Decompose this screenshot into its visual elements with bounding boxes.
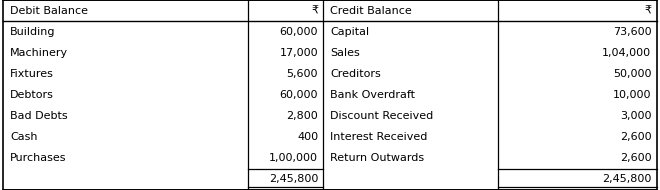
Text: 1,04,000: 1,04,000 <box>603 48 651 58</box>
Text: 2,600: 2,600 <box>620 153 651 163</box>
Text: 2,600: 2,600 <box>620 132 651 142</box>
Text: Return Outwards: Return Outwards <box>330 153 424 163</box>
Text: 400: 400 <box>297 132 318 142</box>
Text: Debtors: Debtors <box>10 90 53 100</box>
Text: 50,000: 50,000 <box>613 69 651 79</box>
Text: 3,000: 3,000 <box>620 111 651 121</box>
Text: Cash: Cash <box>10 132 38 142</box>
Text: Bad Debts: Bad Debts <box>10 111 67 121</box>
Text: 60,000: 60,000 <box>280 90 318 100</box>
Text: Sales: Sales <box>330 48 360 58</box>
Text: Debit Balance: Debit Balance <box>10 6 88 16</box>
Text: Bank Overdraft: Bank Overdraft <box>330 90 415 100</box>
Text: Discount Received: Discount Received <box>330 111 433 121</box>
Text: Building: Building <box>10 27 55 37</box>
Text: 17,000: 17,000 <box>279 48 318 58</box>
Text: Capital: Capital <box>330 27 369 37</box>
Text: Fixtures: Fixtures <box>10 69 53 79</box>
Text: 1,00,000: 1,00,000 <box>269 153 318 163</box>
Text: ₹: ₹ <box>644 6 651 16</box>
Text: 60,000: 60,000 <box>280 27 318 37</box>
Text: 2,800: 2,800 <box>286 111 318 121</box>
Text: ₹: ₹ <box>311 6 318 16</box>
Text: Interest Received: Interest Received <box>330 132 428 142</box>
Text: Credit Balance: Credit Balance <box>330 6 412 16</box>
Text: Machinery: Machinery <box>10 48 68 58</box>
Text: 73,600: 73,600 <box>612 27 651 37</box>
Text: Purchases: Purchases <box>10 153 67 163</box>
Text: 10,000: 10,000 <box>613 90 651 100</box>
Text: 2,45,800: 2,45,800 <box>269 174 318 184</box>
Text: 5,600: 5,600 <box>286 69 318 79</box>
Text: 2,45,800: 2,45,800 <box>602 174 651 184</box>
Text: Creditors: Creditors <box>330 69 381 79</box>
